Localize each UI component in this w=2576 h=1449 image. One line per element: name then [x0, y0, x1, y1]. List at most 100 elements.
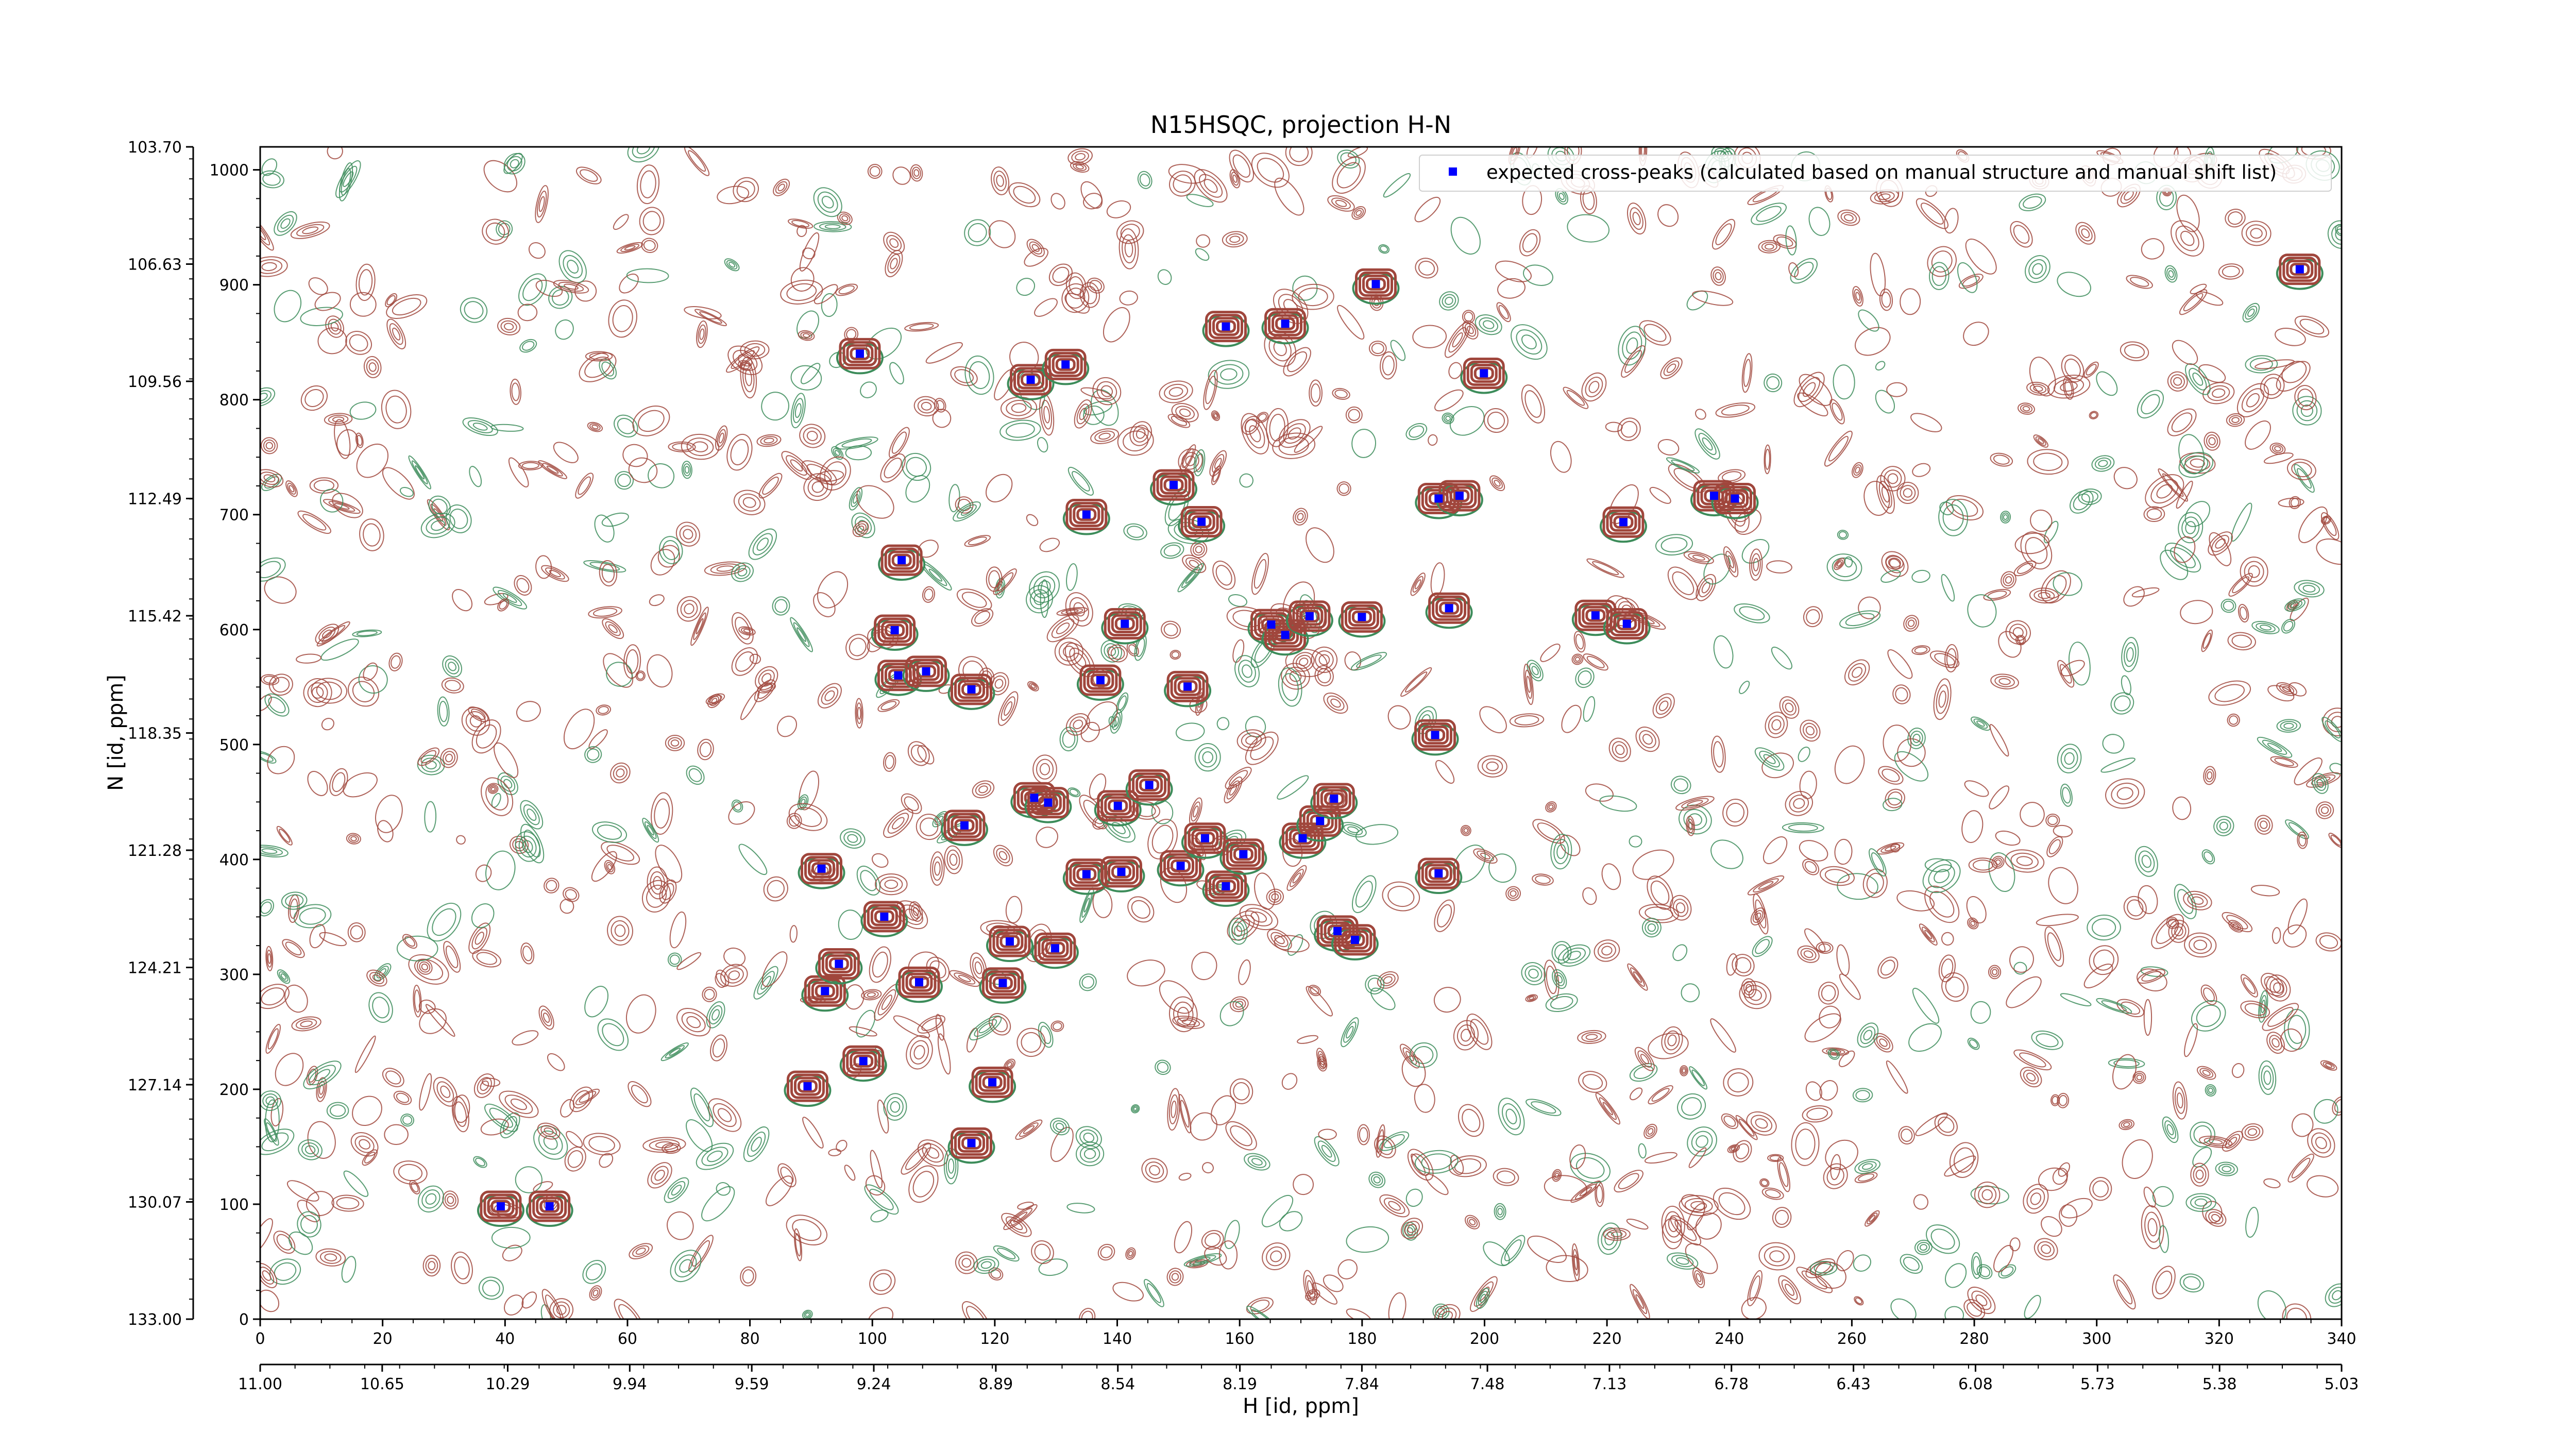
positive-contour: [2255, 815, 2273, 835]
positive-contour: [2227, 713, 2240, 727]
negative-contour: [1671, 459, 1695, 471]
y-axis-label: N [id, ppm]: [104, 675, 128, 791]
positive-contour: [538, 196, 545, 212]
positive-contour: [285, 480, 298, 497]
positive-contour: [684, 603, 694, 615]
positive-contour: [1934, 1113, 1958, 1136]
positive-contour: [2231, 634, 2252, 648]
cross-peak-marker: [1431, 731, 1439, 739]
positive-contour: [1901, 1128, 1913, 1142]
positive-contour: [1100, 1246, 1113, 1258]
positive-contour: [686, 437, 714, 457]
positive-contour: [1527, 1235, 1567, 1263]
positive-contour: [1626, 203, 1647, 235]
positive-contour: [1454, 1158, 1482, 1174]
negative-contour: [2321, 716, 2342, 743]
positive-contour: [1789, 794, 1809, 813]
positive-contour: [1601, 863, 1621, 890]
negative-contour: [1550, 996, 1573, 1009]
positive-contour: [1785, 702, 1794, 713]
positive-contour: [1679, 1195, 1719, 1217]
positive-contour: [355, 263, 376, 301]
negative-contour: [669, 954, 680, 965]
negative-contour: [274, 211, 297, 236]
negative-contour: [2162, 1116, 2179, 1143]
negative-contour: [2166, 1124, 2174, 1136]
positive-contour: [2270, 756, 2298, 768]
negative-contour: [1049, 1118, 1070, 1136]
positive-contour: [1274, 935, 1285, 945]
positive-contour: [2144, 1211, 2161, 1243]
positive-contour: [1749, 548, 1763, 581]
negative-contour: [484, 1103, 518, 1132]
positive-contour: [2016, 636, 2025, 644]
positive-contour: [416, 959, 433, 975]
positive-contour: [1796, 1267, 1833, 1293]
positive-contour: [1268, 891, 1282, 903]
negative-contour: [2194, 1198, 2208, 1207]
positive-contour: [2143, 506, 2165, 523]
negative-contour: [2113, 1059, 2140, 1068]
positive-contour: [2123, 586, 2145, 607]
negative-contour: [790, 617, 814, 652]
negative-contour: [2121, 637, 2139, 672]
negative-contour: [1183, 1253, 1222, 1267]
negative-contour: [1247, 1155, 1267, 1168]
negative-contour: [1443, 414, 1453, 423]
negative-contour: [2335, 224, 2342, 237]
negative-contour: [279, 971, 289, 982]
negative-contour: [411, 460, 428, 485]
negative-contour: [819, 223, 846, 231]
negative-contour: [905, 475, 930, 503]
positive-contour: [589, 1285, 602, 1301]
negative-contour: [489, 1107, 514, 1128]
positive-contour: [1388, 1292, 1406, 1319]
negative-contour: [2223, 600, 2234, 611]
positive-contour: [1927, 246, 1957, 277]
negative-contour: [431, 498, 448, 515]
positive-contour: [668, 441, 696, 452]
negative-contour: [2098, 460, 2108, 467]
positive-contour: [1292, 872, 1301, 884]
negative-contour: [1567, 951, 1581, 961]
negative-contour: [790, 393, 806, 429]
cross-peak-marker: [835, 959, 843, 968]
positive-contour: [2146, 508, 2162, 520]
positive-contour: [2198, 364, 2226, 383]
positive-contour: [553, 442, 579, 463]
negative-contour: [515, 1166, 543, 1193]
positive-contour: [735, 617, 751, 640]
negative-contour: [1638, 1143, 1647, 1159]
negative-contour: [1912, 733, 1921, 743]
positive-contour: [1793, 798, 1805, 809]
positive-contour: [885, 755, 894, 769]
positive-contour: [1272, 432, 1316, 459]
negative-contour: [2094, 457, 2111, 469]
negative-contour: [555, 319, 574, 340]
positive-contour: [386, 294, 428, 319]
positive-contour: [2246, 393, 2260, 408]
cross-peak-marker: [1371, 280, 1380, 289]
negative-contour: [840, 828, 866, 849]
negative-contour: [1928, 864, 1955, 888]
negative-contour: [2064, 752, 2075, 765]
positive-contour: [511, 382, 520, 401]
positive-contour: [1874, 191, 1895, 203]
positive-contour: [2009, 946, 2034, 973]
positive-contour: [1966, 896, 1987, 924]
positive-contour: [1747, 1270, 1762, 1306]
positive-contour: [716, 969, 730, 987]
positive-contour: [1191, 801, 1201, 822]
positive-contour: [1839, 973, 1861, 1000]
positive-contour: [909, 1040, 929, 1065]
negative-contour: [2001, 512, 2010, 522]
positive-contour: [2061, 355, 2084, 383]
negative-contour: [1117, 695, 1127, 711]
negative-contour: [1855, 1090, 1870, 1101]
y-ppm-tick-label: 103.70: [128, 139, 182, 157]
positive-contour: [1914, 646, 1928, 654]
negative-contour: [1967, 594, 1997, 628]
negative-contour: [1687, 1126, 1717, 1157]
negative-contour: [1694, 428, 1720, 460]
negative-contour: [2092, 918, 2116, 937]
